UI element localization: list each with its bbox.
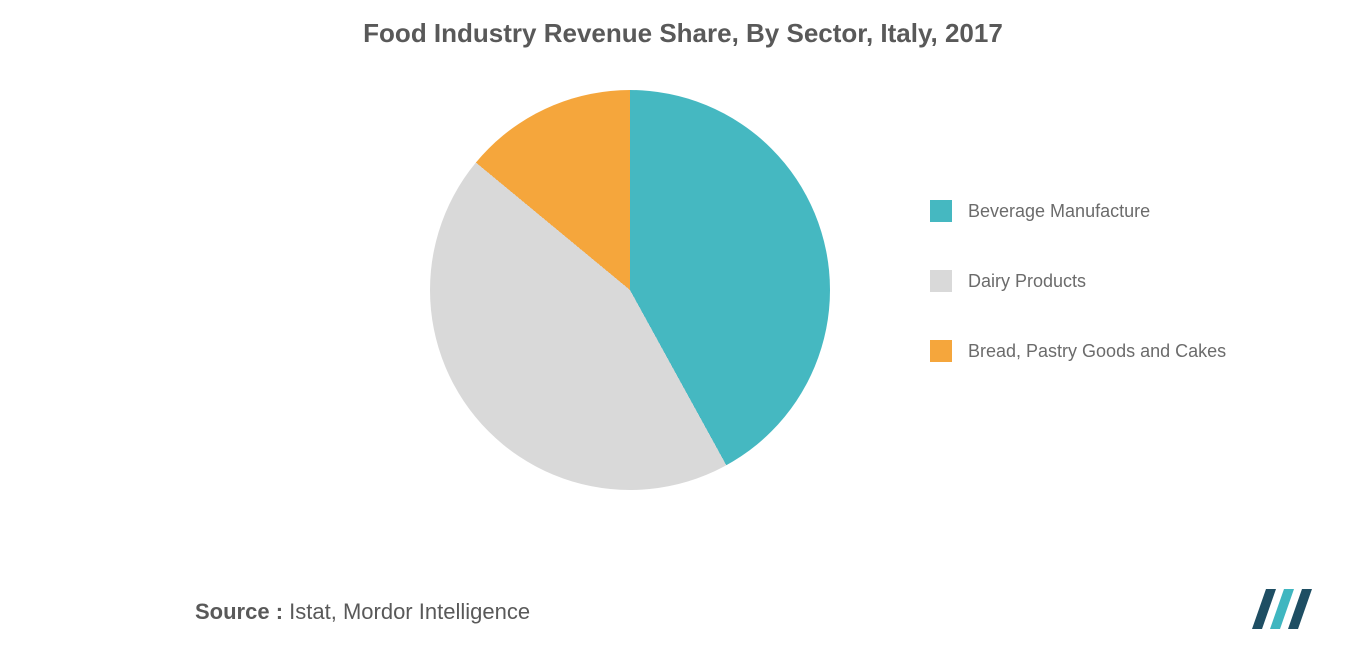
legend-item: Dairy Products: [930, 270, 1226, 292]
pie-chart: [430, 90, 830, 490]
legend-swatch: [930, 200, 952, 222]
legend-swatch: [930, 340, 952, 362]
source-text: Istat, Mordor Intelligence: [289, 599, 530, 624]
source-line: Source : Istat, Mordor Intelligence: [195, 599, 530, 625]
chart-title: Food Industry Revenue Share, By Sector, …: [0, 0, 1366, 49]
legend-swatch: [930, 270, 952, 292]
source-label: Source :: [195, 599, 283, 624]
chart-area: Beverage Manufacture Dairy Products Bread,…: [0, 80, 1366, 540]
legend-label: Beverage Manufacture: [968, 201, 1150, 222]
mordor-intelligence-logo: [1246, 583, 1326, 633]
legend: Beverage Manufacture Dairy Products Bread,…: [930, 200, 1226, 410]
legend-item: Beverage Manufacture: [930, 200, 1226, 222]
legend-label: Bread, Pastry Goods and Cakes: [968, 341, 1226, 362]
legend-label: Dairy Products: [968, 271, 1086, 292]
legend-item: Bread, Pastry Goods and Cakes: [930, 340, 1226, 362]
